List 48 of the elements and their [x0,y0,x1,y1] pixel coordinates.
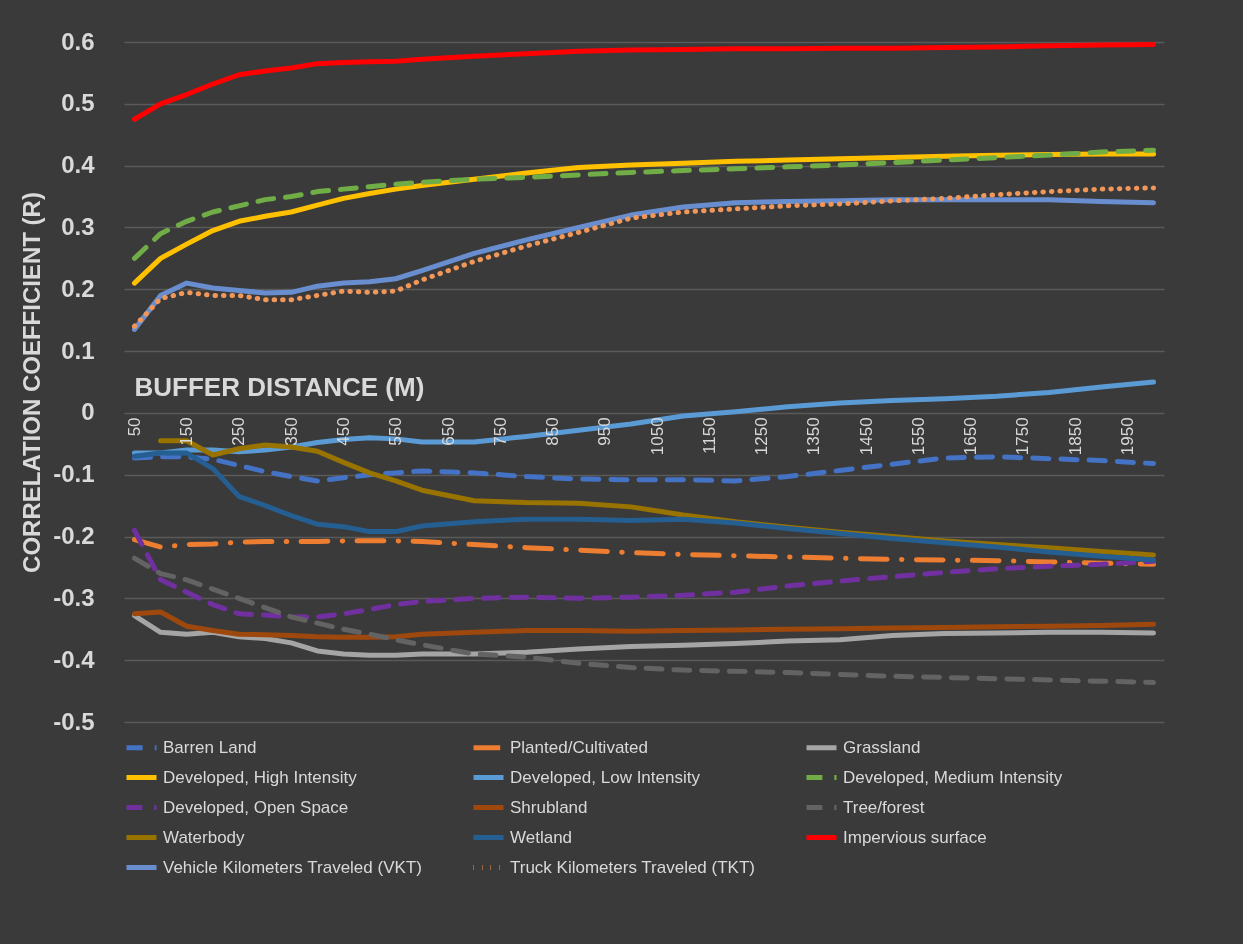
legend-label: Developed, Medium Intensity [843,767,1063,787]
legend-label: Waterbody [163,827,246,847]
y-tick-label: 0.3 [61,212,95,240]
y-tick-label: 0.4 [61,151,96,179]
x-tick-label: 50 [124,417,144,437]
y-tick-label: 0 [81,398,95,426]
y-tick-label: 0.1 [61,336,95,364]
legend-label: Developed, Low Intensity [510,767,701,787]
legend-label: Barren Land [163,737,257,757]
x-tick-label: 1950 [1117,417,1137,456]
x-tick-label: 1850 [1065,417,1085,456]
x-tick-label: 750 [490,417,510,446]
x-tick-label: 150 [177,417,197,446]
x-tick-label: 1050 [647,417,667,456]
x-tick-label: 450 [334,417,353,446]
x-tick-label: 1650 [961,417,981,456]
y-tick-label: -0.4 [53,645,96,673]
legend-label: Developed, High Intensity [163,767,358,787]
x-tick-label: 250 [229,417,249,446]
y-tick-label: 0.6 [61,27,95,55]
x-tick-label: 1250 [752,417,772,456]
x-tick-label: 850 [543,417,563,446]
legend-label: Grassland [843,737,921,757]
x-tick-label: 350 [281,417,301,446]
x-tick-label: 1550 [908,417,928,456]
x-tick-label: 550 [386,417,406,446]
y-tick-label: -0.5 [53,707,95,735]
y-tick-label: -0.1 [53,460,95,488]
legend-label: Tree/forest [843,797,925,817]
x-tick-label: 1150 [699,417,719,454]
y-tick-label: -0.3 [53,583,95,611]
x-tick-label: 1450 [856,417,876,456]
y-axis-title: CORRELATION COEFFICIENT (R) [18,192,46,573]
legend-label: Impervious surface [843,827,987,847]
y-tick-label: -0.2 [53,522,95,550]
y-tick-label: 0.5 [61,89,95,117]
legend-label: Vehicle Kilometers Traveled (VKT) [163,857,422,877]
x-tick-label: 1750 [1013,417,1033,456]
x-axis-title: BUFFER DISTANCE (M) [134,372,425,403]
legend-label: Developed, Open Space [163,797,349,817]
legend-label: Shrubland [510,797,588,817]
legend-label: Wetland [510,827,573,847]
legend-label: Truck Kilometers Traveled (TKT) [510,857,755,877]
x-tick-label: 650 [438,417,458,446]
x-tick-label: 950 [595,417,615,446]
legend-label: Planted/Cultivated [510,737,648,757]
y-tick-label: 0.2 [61,274,95,302]
x-tick-label: 1350 [804,417,824,456]
